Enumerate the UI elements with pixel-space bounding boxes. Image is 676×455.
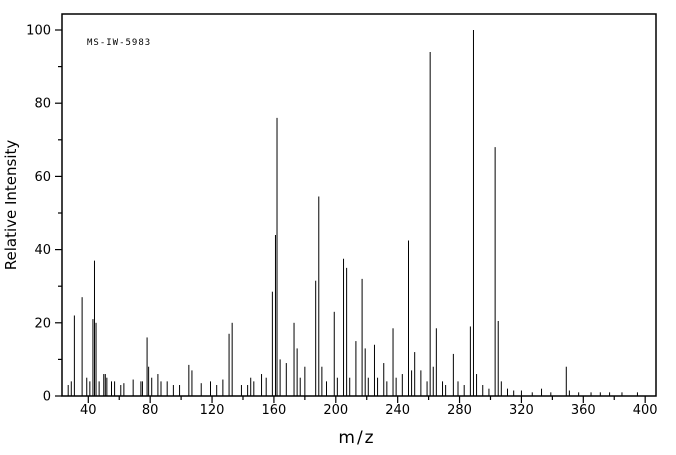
tick-label: 120 <box>200 403 225 418</box>
tick-label: 100 <box>26 24 51 39</box>
y-axis-title: Relative Intensity <box>2 140 20 271</box>
tick-label: 240 <box>385 403 410 418</box>
plot-border <box>61 13 657 397</box>
tick-label: 360 <box>571 403 596 418</box>
tick-label: 200 <box>323 403 348 418</box>
tick-label: 80 <box>142 403 159 418</box>
tick-label: 280 <box>447 403 472 418</box>
tick-label: 80 <box>34 97 51 112</box>
tick-label: 400 <box>633 403 658 418</box>
tick-label: 320 <box>509 403 534 418</box>
tick-label: 40 <box>80 403 97 418</box>
spectrum-peaks <box>67 30 638 396</box>
x-axis-title: m/z <box>338 428 375 448</box>
tick-label: 160 <box>262 403 287 418</box>
spectrum-id-label: MS-IW-5983 <box>87 38 151 48</box>
x-axis-ticks: 40 80 120 160 200 240 280 320 360 400 <box>80 396 658 418</box>
tick-label: 40 <box>34 243 51 258</box>
tick-label: 60 <box>34 170 51 185</box>
tick-label: 0 <box>43 390 51 405</box>
tick-label: 20 <box>34 316 51 331</box>
y-axis-ticks: 0 20 40 60 80 100 <box>26 24 62 405</box>
